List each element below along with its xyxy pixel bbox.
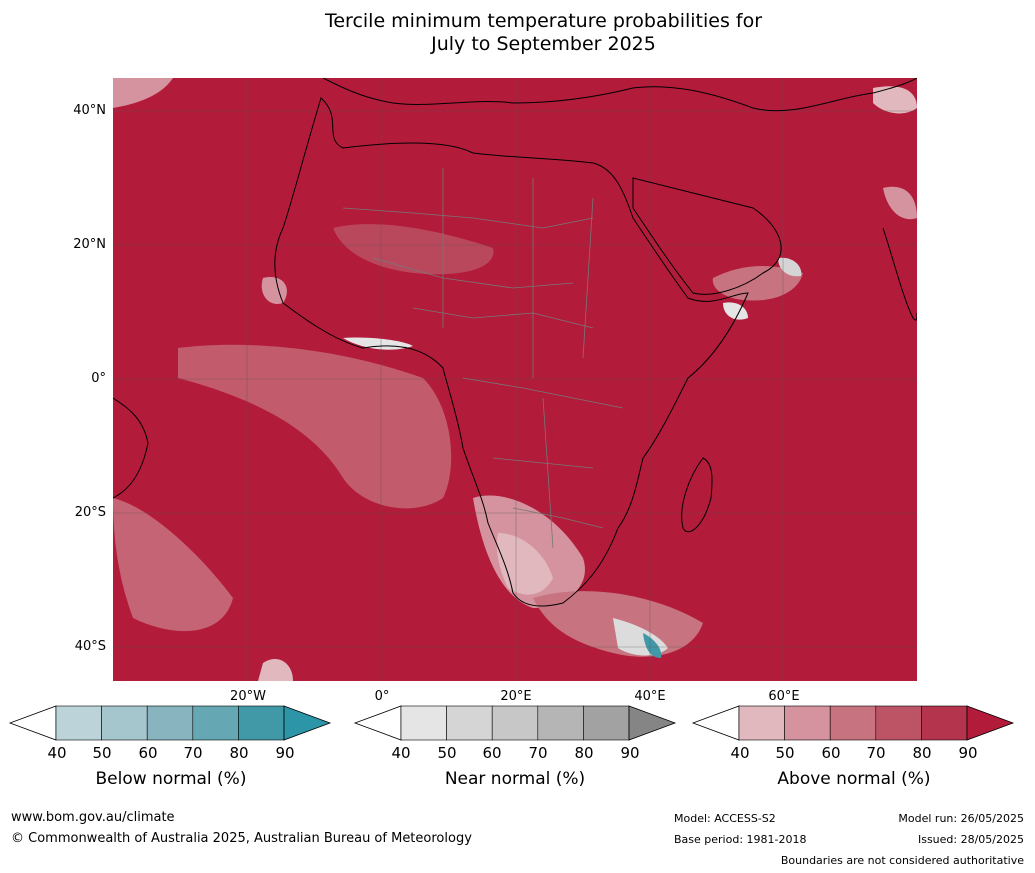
below-colorbar-max-extend	[283, 705, 332, 741]
above-colorbar-bin-40	[738, 705, 785, 741]
near-tick-80: 80	[574, 744, 594, 762]
lon-label-20w: 20°W	[230, 689, 266, 704]
near-tick-60: 60	[482, 744, 502, 762]
lon-label-20e: 20°E	[500, 689, 532, 704]
below-colorbar-bin-80	[238, 705, 285, 741]
africa-coastline	[274, 97, 749, 607]
below-colorbar-bin-60	[146, 705, 194, 741]
above-colorbar-min-extend	[691, 705, 740, 741]
footer-disclaimer: Boundaries are not considered authoritat…	[780, 854, 1024, 867]
title-line-1: Tercile minimum temperature probabilitie…	[324, 10, 763, 32]
lat-label-40n: 40°N	[73, 103, 106, 118]
below-tick-60: 60	[138, 744, 158, 762]
india-coastline	[882, 227, 917, 321]
colorbar-below-normal	[8, 705, 332, 741]
below-tick-70: 70	[183, 744, 203, 762]
above-tick-70: 70	[866, 744, 886, 762]
coastlines	[113, 78, 917, 607]
above-colorbar-bin-70	[875, 705, 922, 741]
below-colorbar-bin-70	[192, 705, 239, 741]
near-normal-label: Near normal (%)	[444, 769, 586, 789]
near-tick-90: 90	[620, 744, 640, 762]
lon-label-40e: 40°E	[634, 689, 666, 704]
colorbar-near-normal	[353, 705, 677, 741]
below-colorbar-bin-40	[55, 705, 102, 741]
near-tick-70: 70	[528, 744, 548, 762]
europe-coastline	[322, 78, 917, 112]
title-line-2: July to September 2025	[431, 33, 656, 55]
below-tick-90: 90	[275, 744, 295, 762]
probability-map	[113, 78, 917, 681]
above-colorbar-bin-50	[784, 705, 831, 741]
below-colorbar-min-extend	[8, 705, 57, 741]
footer-model-run: Model run: 26/05/2025	[898, 812, 1024, 825]
footer-model: Model: ACCESS-S2	[674, 812, 776, 825]
above-tick-50: 50	[775, 744, 795, 762]
colorbar-near-normal-graphic	[353, 705, 677, 741]
near-tick-40: 40	[391, 744, 411, 762]
lat-label-0: 0°	[91, 371, 106, 386]
footer-issued: Issued: 28/05/2025	[917, 833, 1024, 846]
above-colorbar-bin-80	[921, 705, 968, 741]
above-tick-40: 40	[730, 744, 750, 762]
madagascar-coastline	[681, 457, 713, 533]
above-normal-label: Above normal (%)	[777, 769, 931, 789]
colorbar-above-normal-graphic	[691, 705, 1015, 741]
arabia-coastline	[632, 177, 782, 295]
below-normal-label: Below normal (%)	[95, 769, 247, 789]
colorbar-above-normal	[691, 705, 1015, 741]
footer-url: www.bom.gov.au/climate	[11, 810, 175, 825]
footer-copyright: © Commonwealth of Australia 2025, Austra…	[11, 831, 472, 846]
below-tick-40: 40	[47, 744, 67, 762]
near-colorbar-bin-50	[446, 705, 493, 741]
near-colorbar-bin-70	[537, 705, 584, 741]
near-colorbar-bin-40	[400, 705, 447, 741]
lat-label-20s: 20°S	[74, 505, 106, 520]
near-colorbar-bin-80	[583, 705, 630, 741]
map-canvas	[113, 78, 917, 681]
above-tick-80: 80	[912, 744, 932, 762]
near-colorbar-max-extend	[628, 705, 677, 741]
above-colorbar-bin-60	[829, 705, 877, 741]
footer-base-period: Base period: 1981-2018	[674, 833, 807, 846]
below-colorbar-bin-50	[101, 705, 148, 741]
lat-label-20n: 20°N	[73, 237, 106, 252]
south-america-coastline	[113, 397, 149, 499]
probability-shading	[113, 78, 917, 681]
country-borders	[342, 168, 624, 549]
near-tick-50: 50	[437, 744, 457, 762]
above-tick-60: 60	[821, 744, 841, 762]
below-tick-50: 50	[92, 744, 112, 762]
colorbar-below-normal-graphic	[8, 705, 332, 741]
above-tick-90: 90	[958, 744, 978, 762]
lon-label-60e: 60°E	[768, 689, 800, 704]
map-title: Tercile minimum temperature probabilitie…	[0, 10, 1035, 56]
below-tick-80: 80	[229, 744, 249, 762]
lat-label-40s: 40°S	[74, 639, 106, 654]
near-colorbar-min-extend	[353, 705, 402, 741]
lon-label-0: 0°	[374, 689, 390, 704]
near-colorbar-bin-60	[491, 705, 539, 741]
above-colorbar-max-extend	[966, 705, 1015, 741]
graticule	[113, 78, 917, 681]
